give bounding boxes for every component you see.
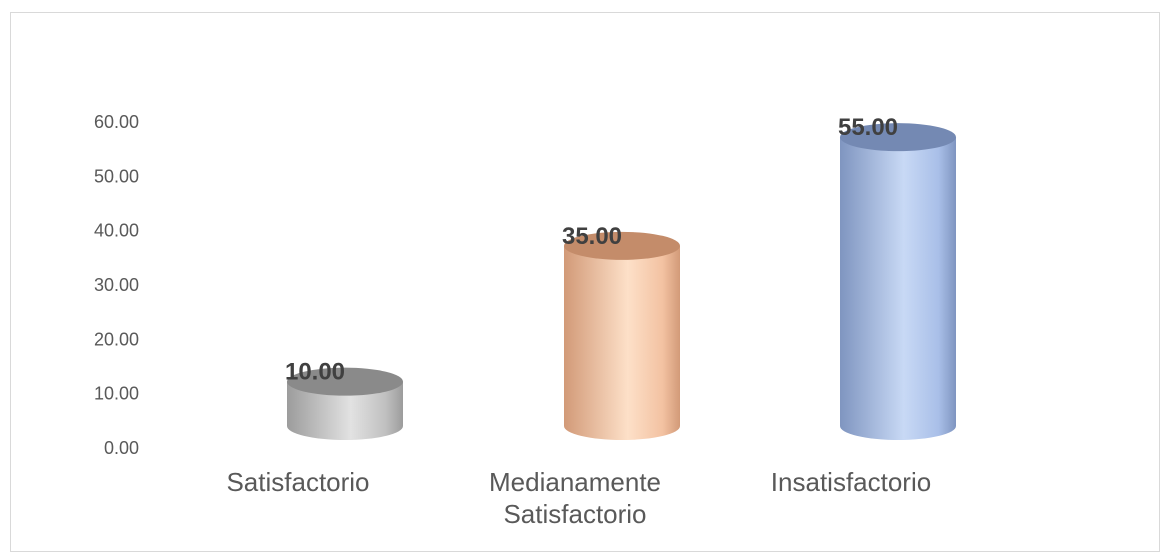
x-axis: Satisfactorio Medianamente Satisfactorio In… [226, 467, 931, 529]
x-category-label: Satisfactorio [226, 467, 369, 497]
cylinder-top [840, 123, 956, 152]
y-tick-label: 60.00 [94, 112, 139, 132]
bars: 10.00 35.00 55.00 [285, 114, 956, 440]
y-tick-label: 0.00 [104, 438, 139, 458]
cylinder-top [564, 231, 680, 260]
data-label: 35.00 [562, 223, 622, 250]
bar-1: 35.00 [562, 223, 680, 440]
y-tick-label: 50.00 [94, 166, 139, 186]
y-tick-label: 40.00 [94, 221, 139, 241]
cylinder-top [287, 367, 403, 396]
y-tick-label: 20.00 [94, 329, 139, 349]
cylinder-body [840, 137, 956, 440]
x-category-label: Medianamente Satisfactorio [489, 467, 661, 529]
bar-0: 10.00 [285, 359, 403, 440]
x-category-label: Insatisfactorio [771, 467, 931, 497]
data-label: 10.00 [285, 359, 345, 386]
y-tick-label: 30.00 [94, 275, 139, 295]
y-tick-label: 10.00 [94, 384, 139, 404]
data-label: 55.00 [838, 114, 898, 141]
cylinder-body [287, 381, 403, 440]
cylinder-body [564, 245, 680, 440]
y-axis: 0.00 10.00 20.00 30.00 40.00 50.00 60.00 [94, 112, 139, 458]
bar-2: 55.00 [838, 114, 956, 440]
